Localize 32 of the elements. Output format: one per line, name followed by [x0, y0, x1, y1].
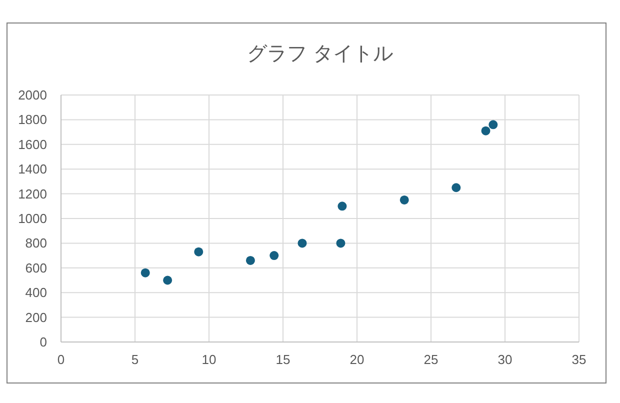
y-tick-label: 2000 [18, 88, 47, 102]
point [481, 126, 490, 136]
y-tick-label: 1800 [18, 112, 47, 128]
y-tick-label: 0 [40, 334, 47, 350]
x-tick-label: 35 [572, 352, 586, 367]
x-tick-label: 5 [131, 352, 139, 367]
point [452, 183, 461, 192]
y-tick-label: 1400 [18, 162, 47, 177]
y-tick-label: 1600 [18, 136, 47, 152]
x-tick-label: 25 [424, 352, 438, 367]
y-tick-label: 1200 [18, 186, 47, 202]
x-tick-label: 20 [350, 352, 364, 367]
chart-title: グラフ タイトル [247, 43, 393, 65]
point [270, 251, 279, 260]
point [246, 256, 255, 265]
y-tick-label: 400 [25, 285, 47, 300]
y-tick-label: 600 [25, 260, 47, 276]
y-tick-label: 1000 [18, 211, 47, 226]
y-tick-label: 800 [25, 236, 47, 251]
point [163, 276, 172, 285]
y-tick-label: 200 [25, 310, 47, 325]
point [140, 268, 150, 278]
point [298, 238, 307, 248]
point [338, 202, 347, 211]
point [336, 238, 346, 248]
x-tick-label: 0 [57, 352, 65, 367]
x-tick-label: 30 [498, 352, 512, 367]
point [194, 247, 204, 256]
x-tick-label: 10 [202, 352, 216, 367]
point [488, 120, 498, 130]
x-tick-label: 15 [276, 352, 290, 367]
point [400, 195, 409, 204]
